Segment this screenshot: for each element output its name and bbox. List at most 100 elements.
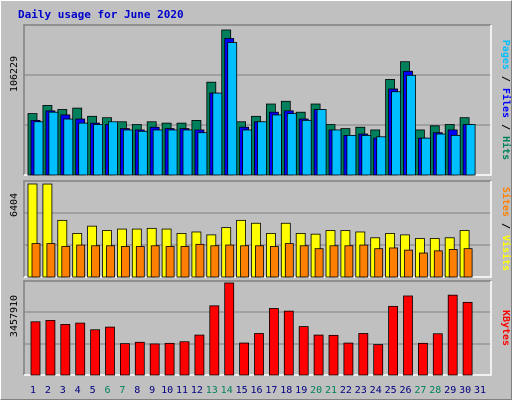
panel-visits-sites-border-top [23,180,491,277]
bar-sites-day-4 [76,244,86,278]
legend-kbytes: KBytes [500,310,511,346]
bar-sites-day-15 [240,245,250,278]
day-label-23: 23 [355,385,367,396]
bar-pages-day-21 [331,129,342,176]
bar-kbytes-day-24 [373,344,384,376]
bar-pages-day-24 [376,136,387,176]
day-label-12: 12 [191,385,203,396]
bar-sites-day-18 [284,243,294,278]
day-label-11: 11 [176,385,188,396]
max-label-visits-sites: 6404 [9,193,20,217]
bar-sites-day-7 [121,246,130,278]
day-label-6: 6 [104,385,110,396]
bar-sites-day-14 [225,244,235,278]
bar-kbytes-day-10 [164,342,175,376]
bar-sites-day-13 [210,245,220,278]
bar-sites-day-27 [418,252,428,278]
bar-sites-day-11 [180,246,190,278]
day-label-3: 3 [60,385,66,396]
bar-sites-day-22 [344,245,354,278]
bar-sites-day-28 [433,250,443,278]
panel-kbytes-border-top [23,280,491,375]
bar-sites-day-16 [255,245,264,278]
max-label-kbytes: 3457910 [9,295,20,337]
bar-pages-day-9 [152,129,163,176]
bar-pages-day-28 [435,133,446,176]
bar-pages-day-10 [167,129,178,176]
bar-sites-day-20 [314,248,324,278]
day-label-21: 21 [325,385,337,396]
bar-kbytes-day-13 [209,305,220,376]
bar-sites-day-2 [46,243,56,278]
bar-pages-day-1 [33,121,44,176]
bar-sites-day-9 [150,245,160,278]
bar-sites-day-5 [91,245,100,278]
legend-entry-hits-files-pages-3: / [500,118,511,136]
legend-entry-hits-files-pages-0: Pages [500,40,511,70]
legend-entry-visits-sites-1: / [500,217,511,235]
bar-pages-day-7 [123,129,133,176]
bar-pages-day-30 [465,124,476,176]
day-label-10: 10 [161,385,173,396]
bar-pages-day-23 [361,135,372,176]
legend-entry-hits-files-pages-1: / [500,70,511,88]
bar-sites-day-23 [359,244,369,278]
bar-kbytes-day-17 [268,308,279,376]
day-label-30: 30 [459,385,471,396]
bar-pages-day-17 [271,114,282,176]
bar-sites-day-29 [448,249,458,278]
bar-pages-day-2 [48,111,59,176]
bar-sites-day-10 [165,246,175,278]
legend-entry-visits-sites-0: Sites [500,187,512,217]
day-label-7: 7 [119,385,125,396]
bar-sites-day-19 [299,245,309,278]
bar-pages-day-27 [420,137,431,176]
day-label-20: 20 [310,385,322,396]
bar-pages-day-11 [182,129,193,176]
bar-kbytes-day-28 [432,333,443,376]
bar-kbytes-day-27 [417,342,428,376]
day-label-15: 15 [236,385,248,396]
bar-kbytes-day-19 [298,326,309,376]
bar-sites-day-21 [329,245,339,278]
legend-entry-hits-files-pages-2: Files [500,88,512,118]
day-label-27: 27 [414,385,426,396]
legend-entry-visits-sites-2: Visits [500,235,512,271]
bar-kbytes-day-30 [462,301,473,376]
bar-kbytes-day-20 [313,334,324,376]
legend-visits-sites: Sites / Visits [500,187,512,271]
max-label-hits-files-pages: 106229 [9,56,20,92]
day-label-8: 8 [134,385,140,396]
bar-kbytes-day-29 [447,294,458,376]
bar-sites-day-6 [106,245,115,278]
bar-kbytes-day-23 [358,333,369,376]
day-label-13: 13 [206,385,218,396]
bar-pages-day-20 [316,109,327,176]
bar-sites-day-12 [195,243,205,278]
day-label-16: 16 [250,385,262,396]
bar-kbytes-day-26 [403,295,413,376]
bar-kbytes-day-25 [388,305,399,376]
bar-pages-day-18 [286,113,297,176]
bar-pages-day-25 [391,91,402,176]
bar-pages-day-6 [108,121,118,176]
bar-pages-day-5 [93,124,103,176]
bar-kbytes-day-6 [105,326,115,376]
bar-pages-day-14 [227,42,238,176]
bar-sites-day-25 [389,247,399,278]
legend-hits-files-pages: Pages / Files / Hits [500,40,512,160]
bar-pages-day-15 [242,129,253,176]
day-label-28: 28 [429,385,441,396]
bar-pages-day-19 [301,120,312,176]
bar-pages-day-8 [137,130,148,176]
bar-sites-day-26 [404,249,413,278]
bar-sites-day-8 [135,246,145,278]
bar-sites-day-1 [31,243,41,278]
bar-sites-day-3 [61,246,71,278]
day-label-24: 24 [370,385,382,396]
bar-kbytes-day-22 [343,342,354,376]
day-label-25: 25 [385,385,397,396]
day-label-4: 4 [75,385,81,396]
day-label-1: 1 [30,385,36,396]
